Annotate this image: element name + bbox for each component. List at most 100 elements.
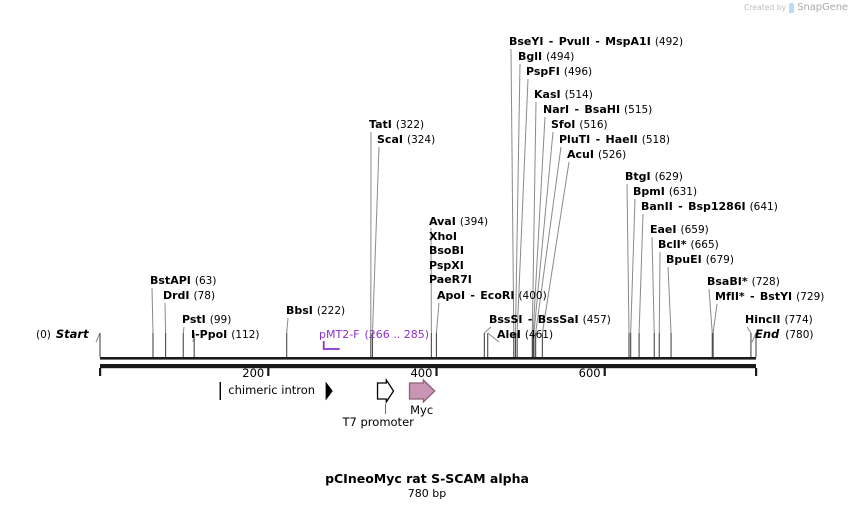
enzyme-site-label[interactable]: TatI (322) xyxy=(369,119,424,131)
enzyme-name: BseYI xyxy=(509,35,544,48)
enzyme-leader-line xyxy=(532,116,546,334)
enzyme-leader-line xyxy=(651,236,655,334)
enzyme-position: (496) xyxy=(563,66,593,78)
enzyme-site-label[interactable]: NarI - BsaHI (515) xyxy=(543,104,652,116)
enzyme-site-label[interactable]: BseYI - PvuII - MspA1I (492) xyxy=(509,36,683,48)
enzyme-site-label[interactable]: BsaBI* (728) xyxy=(707,276,780,288)
enzyme-site-label[interactable]: BglI (494) xyxy=(518,51,574,63)
enzyme-site-label[interactable]: HincII (774) xyxy=(745,314,813,326)
enzyme-site-label[interactable]: BbsI (222) xyxy=(286,305,345,317)
enzyme-position: (729) xyxy=(796,291,825,303)
enzyme-name: AcuI xyxy=(567,148,594,161)
enzyme-site-label[interactable]: AleI (461) xyxy=(497,329,553,341)
enzyme-position: (629) xyxy=(654,171,683,183)
enzyme-name: EaeI xyxy=(650,223,677,236)
enzyme-site-label[interactable]: PstI (99) xyxy=(182,314,231,326)
terminus-leader-line xyxy=(95,332,101,343)
enzyme-position: (222) xyxy=(316,305,346,317)
enzyme-leader-line xyxy=(541,161,570,334)
enzyme-name-separator: - xyxy=(674,200,687,213)
enzyme-site-label[interactable]: PluTI - HaeII (518) xyxy=(559,134,670,146)
enzyme-name: PstI xyxy=(182,313,206,326)
enzyme-site-label[interactable]: BanII - Bsp1286I (641) xyxy=(641,201,778,213)
enzyme-leader-line xyxy=(151,287,154,334)
enzyme-name-separator: - xyxy=(746,290,759,303)
enzyme-name: BtgI xyxy=(625,170,651,183)
enzyme-leader-line xyxy=(484,326,492,334)
enzyme-position: (322) xyxy=(395,119,425,131)
enzyme-leader-line xyxy=(533,131,554,334)
enzyme-site-label[interactable]: ApoI - EcoRI (400) xyxy=(437,290,547,302)
enzyme-site-label[interactable]: BssSI - BssSaI (457) xyxy=(489,314,611,326)
primer-label[interactable]: pMT2-F (266 .. 285) xyxy=(319,329,429,340)
enzyme-site-label[interactable]: BpuEI (679) xyxy=(666,254,734,266)
enzyme-site-label[interactable]: BstAPI (63) xyxy=(150,275,216,287)
enzyme-site-label[interactable]: AvaI (394) XhoI BsoBI PspXI PaeR7I xyxy=(429,215,488,288)
enzyme-name: PspFI xyxy=(526,65,560,78)
enzyme-name: BpuEI xyxy=(666,253,702,266)
enzyme-name: ApoI xyxy=(437,289,466,302)
enzyme-site-label[interactable]: BpmI (631) xyxy=(633,186,697,198)
enzyme-name: Bsp1286I xyxy=(688,200,746,213)
terminus-position: (780) xyxy=(785,329,814,341)
enzyme-position: (518) xyxy=(641,134,671,146)
primer-bracket xyxy=(322,341,340,350)
enzyme-name-separator: - xyxy=(591,133,604,146)
snapgene-logo-icon xyxy=(789,2,795,13)
terminus-position: (0) xyxy=(36,329,51,341)
enzyme-name: PspXI xyxy=(429,258,464,272)
feature-arrow-t7-promoter[interactable] xyxy=(376,377,395,405)
enzyme-site-label[interactable]: BclI* (665) xyxy=(658,239,719,251)
enzyme-position: (400) xyxy=(518,290,547,302)
enzyme-site-label[interactable]: I-PpoI (112) xyxy=(191,329,259,341)
enzyme-position: (728) xyxy=(751,276,780,288)
enzyme-site-label[interactable]: DrdI (78) xyxy=(163,290,215,302)
watermark-brand-text: SnapGene xyxy=(797,2,848,13)
enzyme-position: (516) xyxy=(579,119,608,131)
enzyme-site-label[interactable]: KasI (514) xyxy=(534,89,593,101)
enzyme-name: DrdI xyxy=(163,289,190,302)
primer-name: pMT2-F xyxy=(319,328,360,341)
enzyme-site-label[interactable]: SfoI (516) xyxy=(551,119,608,131)
enzyme-site-label[interactable]: PspFI (496) xyxy=(526,66,592,78)
enzyme-site-label[interactable]: ScaI (324) xyxy=(377,134,435,146)
terminus-name: Start xyxy=(55,327,89,341)
enzyme-leader-line xyxy=(708,288,713,334)
enzyme-leader-line xyxy=(535,146,562,334)
feature-label-chimeric-intron[interactable]: chimeric intron xyxy=(228,383,316,397)
enzyme-position: (514) xyxy=(564,89,593,101)
enzyme-name: SfoI xyxy=(551,118,576,131)
enzyme-leader-line xyxy=(516,78,529,334)
ruler-bar xyxy=(100,364,756,369)
enzyme-position: (526) xyxy=(597,149,627,161)
enzyme-leader-line xyxy=(371,146,380,334)
enzyme-name: PvuII xyxy=(558,35,590,48)
enzyme-name: XhoI xyxy=(429,229,457,243)
enzyme-leader-line xyxy=(630,198,636,334)
terminus-label-end[interactable]: End (780) xyxy=(755,328,814,341)
enzyme-leader-line xyxy=(182,326,185,334)
enzyme-name: BanII xyxy=(641,200,673,213)
enzyme-name: BssSaI xyxy=(537,313,579,326)
enzyme-position: (461) xyxy=(524,329,554,341)
enzyme-leader-line xyxy=(286,317,289,334)
enzyme-position: (78) xyxy=(193,290,216,302)
enzyme-site-label[interactable]: EaeI (659) xyxy=(650,224,709,236)
enzyme-name-separator: - xyxy=(466,289,479,302)
enzyme-site-label[interactable]: BtgI (629) xyxy=(625,171,683,183)
enzyme-position: (492) xyxy=(654,36,684,48)
enzyme-name: HincII xyxy=(745,313,781,326)
enzyme-site-label[interactable]: AcuI (526) xyxy=(567,149,626,161)
enzyme-site-label[interactable]: MfII* - BstYI (729) xyxy=(715,291,824,303)
enzyme-position: (679) xyxy=(705,254,734,266)
terminus-label-start[interactable]: (0) Start xyxy=(36,327,89,341)
enzyme-name: EcoRI xyxy=(480,289,515,302)
enzyme-position: (99) xyxy=(209,314,232,326)
feature-arrow-myc[interactable] xyxy=(408,378,436,404)
enzyme-name: BstYI xyxy=(759,290,793,303)
feature-label-t7-promoter[interactable]: T7 promoter xyxy=(342,415,414,429)
enzyme-leader-line xyxy=(487,332,500,343)
feature-label-myc[interactable]: Myc xyxy=(410,403,434,417)
enzyme-position: (394) xyxy=(459,216,489,228)
enzyme-position: (641) xyxy=(749,201,778,213)
